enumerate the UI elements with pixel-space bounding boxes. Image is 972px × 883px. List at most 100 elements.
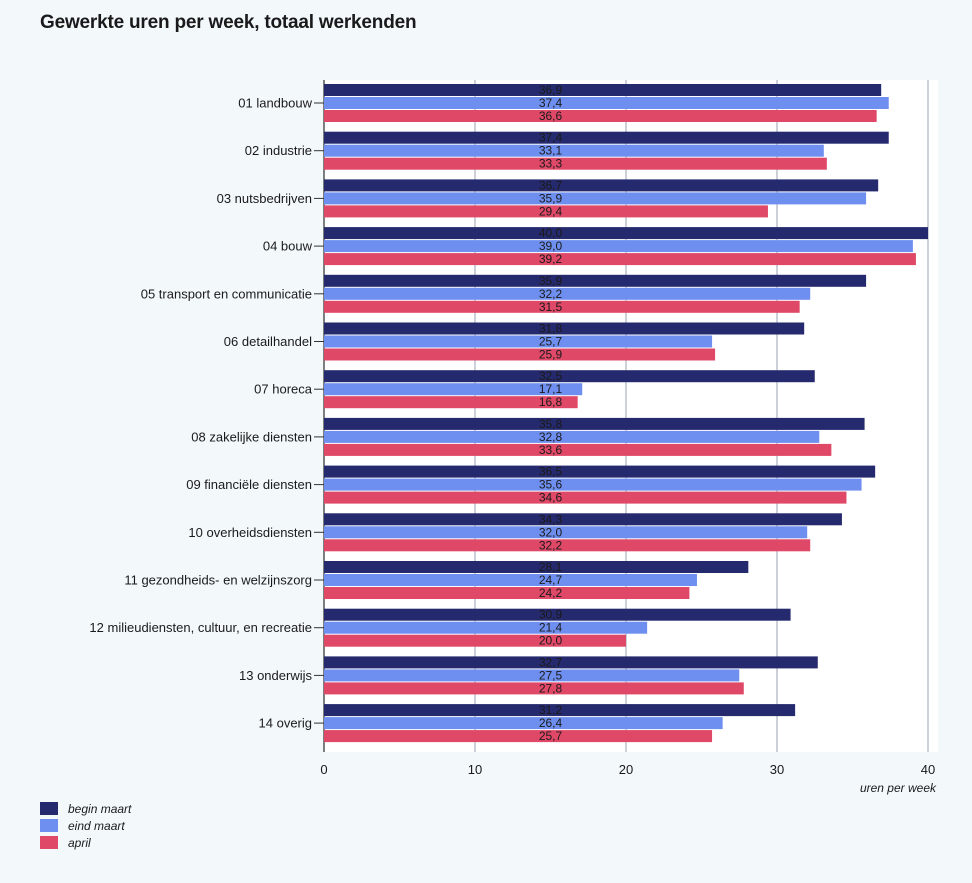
data-label: 36,9 xyxy=(539,83,563,97)
bar xyxy=(324,526,808,539)
category-label: 09 financiële diensten xyxy=(186,477,312,492)
data-label: 26,4 xyxy=(539,716,563,730)
category-label: 13 onderwijs xyxy=(239,668,312,683)
bar xyxy=(324,491,847,504)
bar xyxy=(324,513,842,526)
bar xyxy=(324,621,648,634)
data-label: 17,1 xyxy=(539,382,563,396)
bar xyxy=(324,634,626,647)
category-label: 11 gezondheids- en welzijnszorg xyxy=(124,573,312,588)
bar xyxy=(324,730,713,743)
bar xyxy=(324,274,867,287)
bar xyxy=(324,179,879,192)
data-label: 31,2 xyxy=(539,703,563,717)
legend-label: begin maart xyxy=(68,802,132,816)
bar xyxy=(324,240,913,253)
data-label: 32,2 xyxy=(539,538,563,552)
bar xyxy=(324,84,882,96)
category-label: 06 detailhandel xyxy=(224,334,312,349)
data-label: 34,3 xyxy=(539,512,563,526)
data-label: 35,9 xyxy=(539,191,563,205)
bar xyxy=(324,287,811,300)
legend-swatch xyxy=(40,819,58,832)
data-label: 27,8 xyxy=(539,681,563,695)
bar xyxy=(324,608,791,621)
bar xyxy=(324,539,811,552)
data-label: 37,4 xyxy=(539,131,563,145)
bar xyxy=(324,322,805,335)
bar xyxy=(324,717,723,730)
data-label: 33,1 xyxy=(539,144,563,158)
data-label: 40,0 xyxy=(539,226,563,240)
bar xyxy=(324,131,889,144)
data-label: 20,0 xyxy=(539,634,563,648)
bar xyxy=(324,192,867,205)
data-label: 33,6 xyxy=(539,443,563,457)
bar xyxy=(324,383,583,396)
data-label: 39,0 xyxy=(539,239,563,253)
bar xyxy=(324,430,820,443)
legend-label: eind maart xyxy=(68,819,125,833)
legend-label: april xyxy=(68,836,91,850)
data-label: 37,4 xyxy=(539,96,563,110)
data-label: 35,9 xyxy=(539,274,563,288)
data-label: 32,5 xyxy=(539,369,563,383)
bar xyxy=(324,574,697,586)
category-label: 05 transport en communicatie xyxy=(141,286,312,301)
bar xyxy=(324,587,690,599)
bar xyxy=(324,465,876,478)
bar xyxy=(324,335,713,348)
category-label: 10 overheidsdiensten xyxy=(188,525,312,540)
x-tick-label: 20 xyxy=(619,762,633,777)
category-label: 08 zakelijke diensten xyxy=(191,429,312,444)
data-label: 39,2 xyxy=(539,252,563,266)
bar xyxy=(324,227,928,240)
data-label: 16,8 xyxy=(539,395,563,409)
bar xyxy=(324,669,740,682)
data-label: 33,3 xyxy=(539,157,563,171)
chart-title: Gewerkte uren per week, totaal werkenden xyxy=(40,12,417,33)
category-label: 03 nutsbedrijven xyxy=(217,191,312,206)
data-label: 34,6 xyxy=(539,491,563,505)
category-label: 04 bouw xyxy=(263,239,313,254)
bar xyxy=(324,253,916,266)
data-label: 36,6 xyxy=(539,109,563,123)
data-label: 21,4 xyxy=(539,621,563,635)
data-label: 36,5 xyxy=(539,465,563,479)
bar xyxy=(324,157,827,170)
bar xyxy=(324,370,815,383)
bar xyxy=(324,97,889,109)
category-label: 01 landbouw xyxy=(238,96,312,111)
bar xyxy=(324,144,824,157)
bar xyxy=(324,656,818,669)
legend-swatch xyxy=(40,836,58,849)
bar xyxy=(324,704,796,717)
data-label: 25,7 xyxy=(539,729,563,743)
bar xyxy=(324,396,578,409)
data-label: 24,7 xyxy=(539,573,563,587)
data-label: 24,2 xyxy=(539,586,563,600)
data-label: 31,8 xyxy=(539,322,563,336)
data-label: 25,7 xyxy=(539,335,563,349)
data-label: 32,2 xyxy=(539,287,563,301)
data-label: 32,8 xyxy=(539,430,563,444)
x-tick-label: 10 xyxy=(468,762,482,777)
category-label: 02 industrie xyxy=(245,143,312,158)
data-label: 32,7 xyxy=(539,655,563,669)
data-label: 27,5 xyxy=(539,668,563,682)
bar xyxy=(324,348,716,361)
x-tick-label: 40 xyxy=(921,762,935,777)
data-label: 28,1 xyxy=(539,560,563,574)
x-axis-label: uren per week xyxy=(860,781,937,795)
bar xyxy=(324,300,800,313)
x-tick-label: 0 xyxy=(320,762,327,777)
data-label: 32,0 xyxy=(539,525,563,539)
category-label: 07 horeca xyxy=(254,382,313,397)
bar xyxy=(324,205,768,218)
category-label: 12 milieudiensten, cultuur, en recreatie xyxy=(89,620,312,635)
x-tick-label: 30 xyxy=(770,762,784,777)
data-label: 29,4 xyxy=(539,204,563,218)
bar xyxy=(324,417,865,430)
